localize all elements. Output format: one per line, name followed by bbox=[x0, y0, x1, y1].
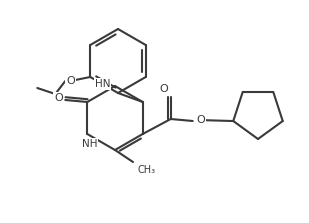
Text: CH₃: CH₃ bbox=[137, 165, 155, 175]
Text: O: O bbox=[197, 115, 205, 125]
Text: NH: NH bbox=[82, 139, 97, 149]
Text: O: O bbox=[159, 84, 168, 94]
Text: O: O bbox=[54, 93, 63, 103]
Text: O: O bbox=[66, 76, 75, 86]
Text: HN: HN bbox=[95, 79, 110, 89]
